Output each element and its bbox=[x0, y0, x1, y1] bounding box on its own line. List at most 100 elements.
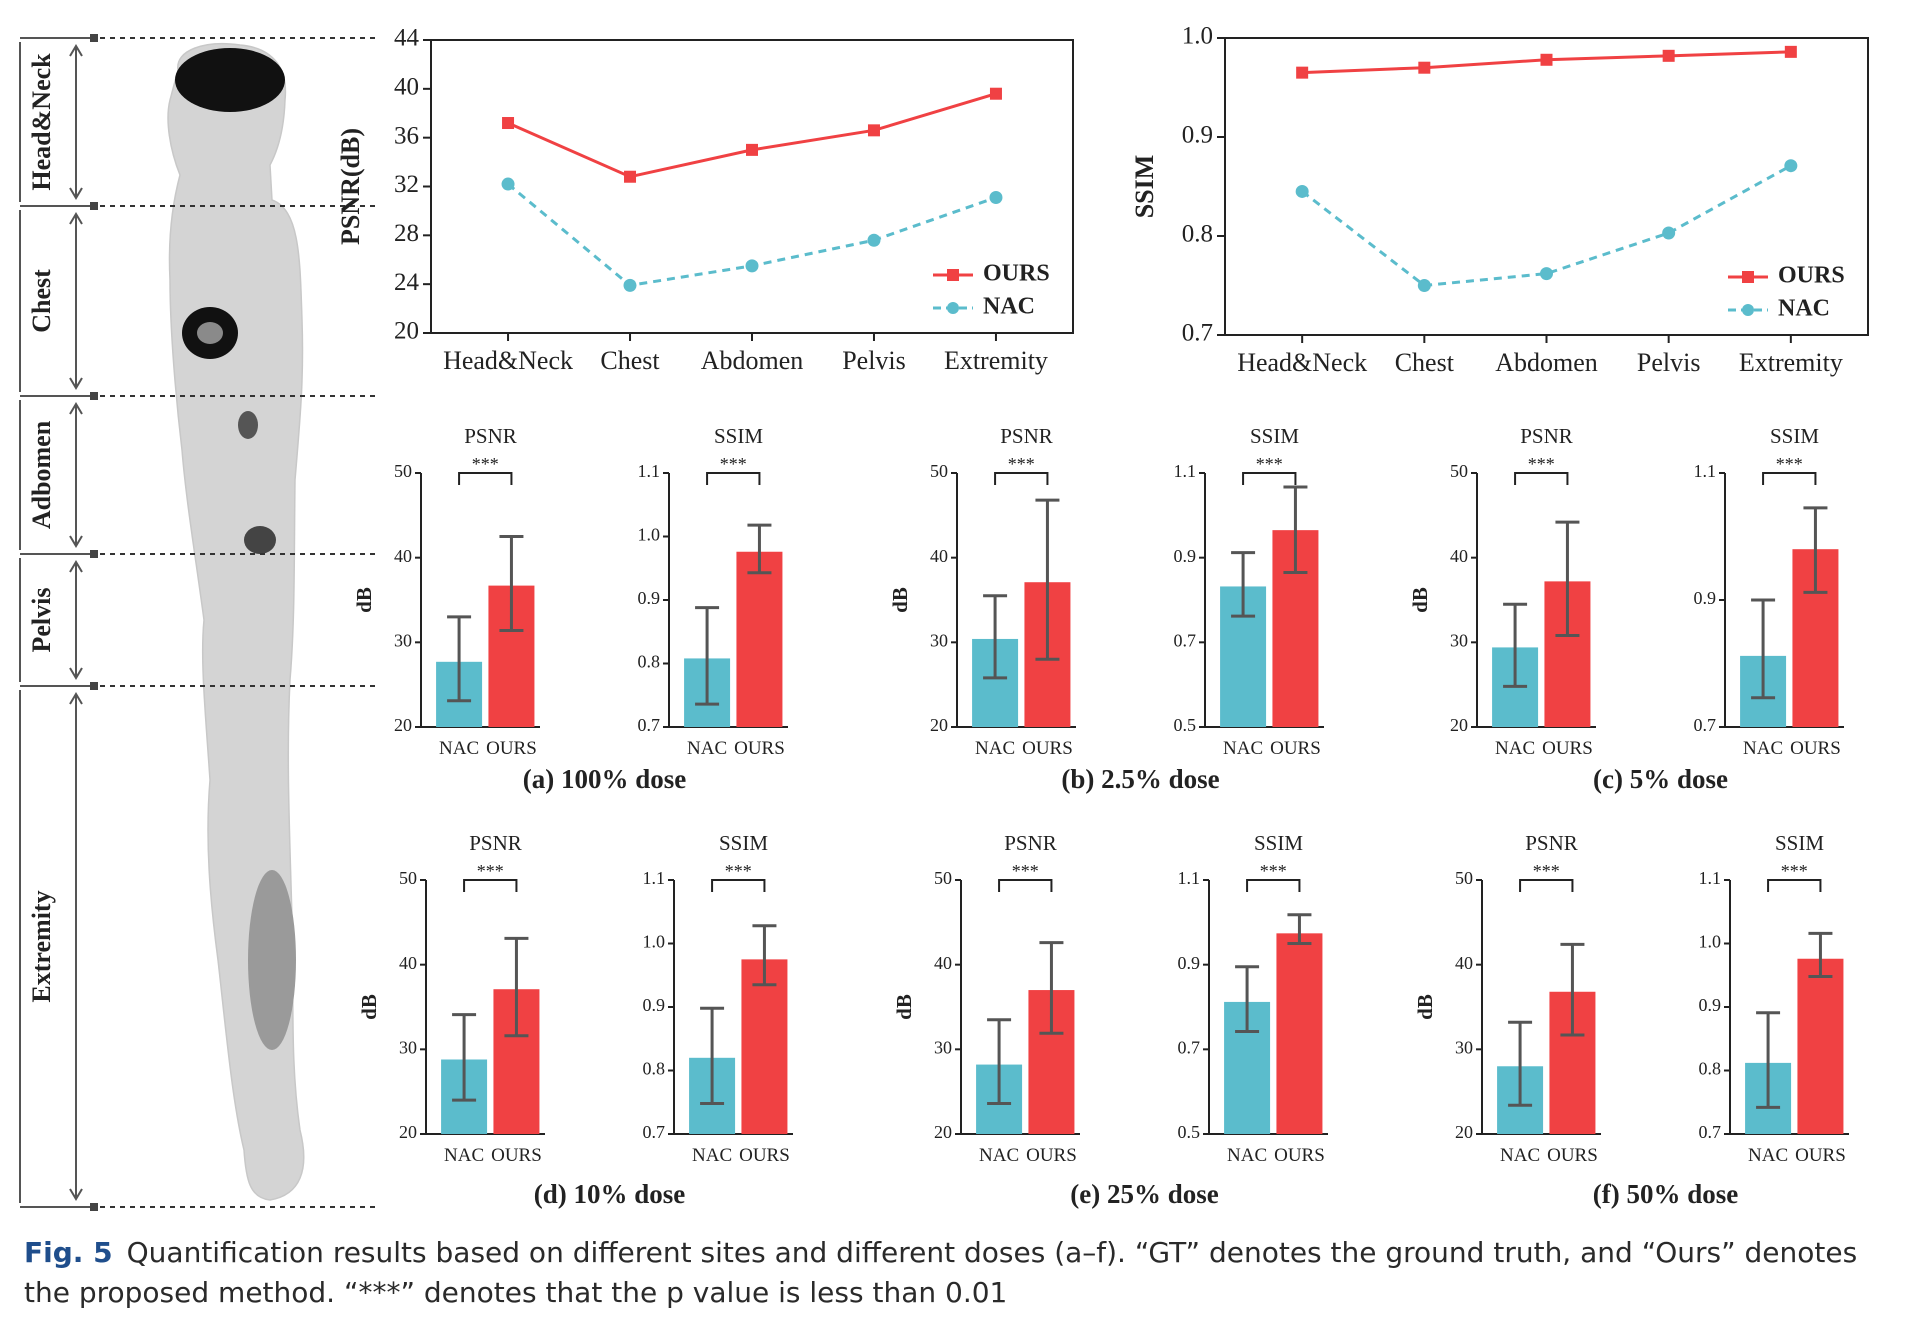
subplot-title: SSIM bbox=[1775, 831, 1824, 855]
y-tick-label: 1.0 bbox=[1699, 932, 1722, 952]
data-point-ours bbox=[746, 143, 758, 156]
bar-chart-e-ssim: 0.5 0.7 0.9 1.1 SSIM NAC OURS *** bbox=[1178, 831, 1328, 1166]
data-point-nac bbox=[867, 233, 881, 247]
y-tick-label: 1.1 bbox=[1694, 461, 1717, 481]
boundary-marker bbox=[90, 550, 98, 558]
y-tick-label: 32 bbox=[394, 171, 419, 198]
significance-label: *** bbox=[1776, 454, 1803, 474]
y-tick-label: 1.1 bbox=[1699, 868, 1722, 888]
subplot-title: PSNR bbox=[464, 424, 517, 448]
y-tick-label: 50 bbox=[930, 461, 948, 481]
significance-bracket bbox=[1767, 879, 1822, 892]
significance-label: *** bbox=[720, 454, 747, 474]
y-tick-label: 44 bbox=[394, 25, 420, 52]
x-tick-label: NAC bbox=[979, 1145, 1019, 1166]
legend-marker bbox=[1742, 271, 1754, 283]
y-tick-label: 0.7 bbox=[1182, 320, 1213, 347]
y-tick-label: 0.9 bbox=[1174, 546, 1197, 566]
x-tick-label: OURS bbox=[1270, 738, 1321, 759]
bar-ours bbox=[741, 959, 788, 1134]
x-tick-label: NAC bbox=[1495, 738, 1535, 759]
y-tick-label: 0.9 bbox=[1178, 953, 1201, 973]
y-axis-label: dB bbox=[892, 994, 916, 1020]
bar-ours bbox=[1276, 933, 1323, 1134]
group-label: (d) 10% dose bbox=[534, 1179, 686, 1209]
y-tick-label: 30 bbox=[1450, 630, 1468, 650]
significance-bracket bbox=[463, 879, 518, 892]
bar-chart-d-ssim: 0.7 0.8 0.9 1.0 1.1 SSIM NAC OURS *** bbox=[643, 831, 793, 1166]
y-tick-label: 0.7 bbox=[1178, 1037, 1201, 1057]
significance-bracket bbox=[458, 472, 513, 485]
y-tick-label: 20 bbox=[934, 1122, 952, 1142]
boundary-marker bbox=[90, 682, 98, 690]
y-tick-label: 0.8 bbox=[638, 652, 661, 672]
x-tick-label: OURS bbox=[491, 1145, 542, 1166]
significance-label: *** bbox=[1528, 454, 1555, 474]
line-chart-ssim-line: 0.7 0.8 0.9 1.0 Head&Neck Chest Abdomen Pelvis E… bbox=[1130, 23, 1869, 377]
y-axis-label: PSNR(dB) bbox=[336, 128, 365, 245]
x-tick-label: Extremity bbox=[1739, 348, 1843, 377]
significance-label: *** bbox=[1260, 861, 1287, 881]
y-tick-label: 50 bbox=[394, 461, 412, 481]
bar-chart-c-psnr: 20 30 40 50 dB PSNR NAC OURS *** bbox=[1408, 424, 1596, 759]
y-tick-label: 1.0 bbox=[638, 525, 661, 545]
brain-uptake bbox=[175, 48, 285, 112]
region-arrow-down bbox=[69, 377, 83, 390]
y-tick-label: 40 bbox=[399, 953, 417, 973]
region-label: Head&Neck bbox=[27, 53, 56, 191]
y-axis-label: dB bbox=[352, 587, 376, 613]
x-tick-label: OURS bbox=[1795, 1145, 1846, 1166]
y-tick-label: 0.9 bbox=[638, 588, 661, 608]
x-tick-label: OURS bbox=[1274, 1145, 1325, 1166]
y-tick-label: 50 bbox=[1450, 461, 1468, 481]
boundary-marker bbox=[90, 392, 98, 400]
region-arrow-up bbox=[69, 560, 83, 573]
significance-label: *** bbox=[1012, 861, 1039, 881]
y-axis-label: dB bbox=[888, 587, 912, 613]
legend-marker bbox=[947, 302, 959, 314]
x-tick-label: NAC bbox=[692, 1145, 732, 1166]
data-point-ours bbox=[624, 170, 637, 183]
x-tick-label: Head&Neck bbox=[1237, 348, 1367, 377]
x-tick-label: NAC bbox=[439, 738, 479, 759]
x-tick-label: NAC bbox=[444, 1145, 484, 1166]
bar-chart-f-psnr: 20 30 40 50 dB PSNR NAC OURS *** bbox=[1413, 831, 1601, 1166]
data-point-ours bbox=[1418, 61, 1431, 74]
y-tick-label: 36 bbox=[394, 122, 419, 149]
y-axis-label: dB bbox=[1413, 994, 1437, 1020]
plot-frame bbox=[430, 39, 1074, 334]
y-tick-label: 0.8 bbox=[1699, 1059, 1722, 1079]
calf-uptake bbox=[248, 870, 296, 1050]
bar-chart-e-psnr: 20 30 40 50 dB PSNR NAC OURS *** bbox=[892, 831, 1080, 1166]
y-tick-label: 40 bbox=[1455, 953, 1473, 973]
region-arrow-down bbox=[69, 187, 83, 200]
bladder-uptake bbox=[244, 526, 276, 554]
bar-chart-b-psnr: 20 30 40 50 dB PSNR NAC OURS *** bbox=[888, 424, 1076, 759]
legend-label: OURS bbox=[1778, 263, 1845, 289]
x-tick-label: OURS bbox=[1547, 1145, 1598, 1166]
significance-bracket bbox=[1762, 472, 1817, 485]
line-charts: 20 24 28 32 36 40 44 Head&Neck Chest Abdomen Pelvi… bbox=[336, 23, 1869, 377]
subplot-title: SSIM bbox=[1250, 424, 1299, 448]
legend-label: NAC bbox=[983, 294, 1035, 320]
data-point-ours bbox=[867, 124, 880, 137]
subplot-title: SSIM bbox=[1254, 831, 1303, 855]
series-line-ours bbox=[507, 92, 997, 179]
y-tick-label: 0.7 bbox=[1174, 630, 1197, 650]
group-label: (e) 25% dose bbox=[1070, 1179, 1218, 1209]
bar-ours bbox=[1797, 958, 1844, 1134]
region-arrow-up bbox=[69, 692, 83, 705]
y-tick-label: 30 bbox=[934, 1037, 952, 1057]
x-tick-label: Pelvis bbox=[1637, 348, 1701, 377]
caption-figure-label: Fig. 5 bbox=[24, 1236, 113, 1269]
y-tick-label: 0.8 bbox=[643, 1059, 666, 1079]
region-label: Pelvis bbox=[27, 588, 56, 653]
data-point-nac bbox=[501, 177, 515, 191]
bar-chart-d-psnr: 20 30 40 50 dB PSNR NAC OURS *** bbox=[357, 831, 545, 1166]
x-tick-label: NAC bbox=[1223, 738, 1263, 759]
data-point-nac bbox=[623, 278, 637, 292]
x-tick-label: Head&Neck bbox=[443, 346, 573, 375]
y-tick-label: 40 bbox=[394, 74, 419, 101]
y-tick-label: 0.9 bbox=[1699, 995, 1722, 1015]
